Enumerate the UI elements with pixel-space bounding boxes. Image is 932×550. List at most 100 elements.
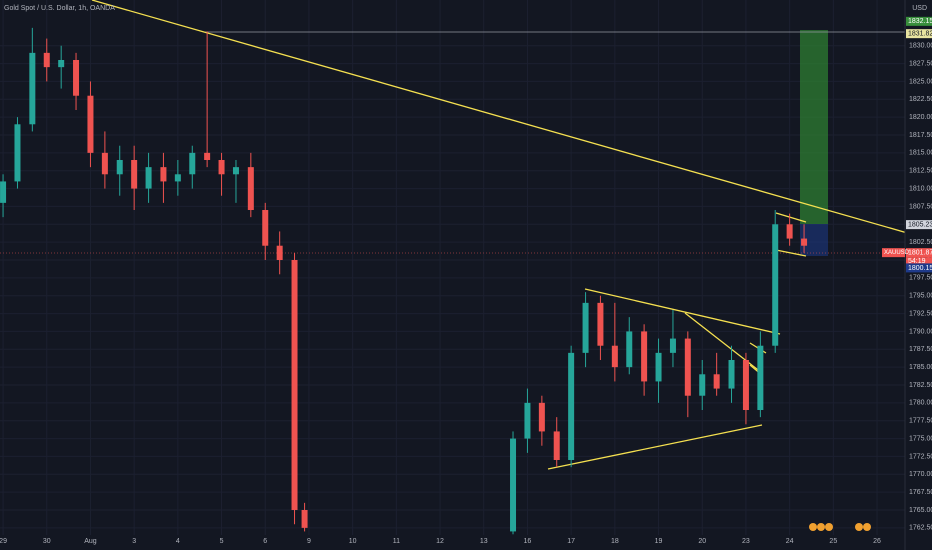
y-tick-label: 1772.500	[909, 453, 932, 460]
candle-body	[786, 224, 793, 239]
candles	[0, 27, 808, 535]
x-tick-label: 23	[742, 538, 750, 545]
candle-body	[611, 345, 618, 368]
y-tick-label: 1762.500	[909, 525, 932, 532]
trend-line	[684, 312, 763, 374]
trend-line	[584, 288, 781, 335]
y-tick-label: 1807.500	[909, 203, 932, 210]
candle-body	[524, 402, 531, 439]
x-tick-label: 11	[393, 538, 400, 545]
candle-body	[131, 160, 138, 189]
candle-body	[87, 95, 94, 153]
candle-body	[568, 352, 575, 460]
y-tick-label: 1785.000	[909, 364, 932, 371]
candle-body	[262, 210, 269, 246]
y-tick-label: 1775.000	[909, 435, 932, 442]
candle-body	[772, 224, 779, 346]
candle-body	[58, 60, 65, 68]
event-icon	[825, 523, 833, 531]
y-tick-label: 1815.000	[909, 150, 932, 157]
event-icon	[863, 523, 871, 531]
candle-body	[247, 167, 254, 210]
candle-body	[189, 152, 196, 175]
y-tick-label: 1822.500	[909, 96, 932, 103]
x-tick-label: 12	[436, 538, 444, 545]
x-tick-label: 17	[567, 538, 575, 545]
y-tick-label: 1830.000	[909, 43, 932, 50]
y-tick-label: 1787.500	[909, 346, 932, 353]
drawings	[0, 0, 905, 470]
grid	[0, 0, 905, 535]
x-tick-label: 18	[611, 538, 619, 545]
candle-body	[218, 160, 225, 175]
x-tick-label: 30	[43, 538, 51, 545]
symbol-label: XAUUSD	[884, 250, 910, 256]
candle-body	[14, 124, 21, 182]
x-tick-label: 13	[480, 538, 488, 545]
flag-line	[775, 249, 807, 257]
price-label-box	[906, 16, 932, 26]
candle-body	[669, 338, 676, 353]
candle-body	[232, 167, 239, 175]
candle-body	[204, 152, 211, 160]
y-tick-label: 1770.000	[909, 471, 932, 478]
price-label: 1831.827	[908, 31, 932, 38]
x-tick-label: 5	[220, 538, 224, 545]
candle-body	[174, 174, 181, 182]
price-label-box	[906, 263, 932, 273]
x-tick-label: 6	[263, 538, 267, 545]
x-tick-label: 4	[176, 538, 180, 545]
y-tick-label: 1812.500	[909, 168, 932, 175]
chart-title: Gold Spot / U.S. Dollar, 1h, OANDA	[4, 5, 115, 12]
price-label-box	[906, 248, 932, 258]
event-icons	[809, 523, 871, 531]
currency: USD	[912, 5, 927, 12]
candle-body	[801, 238, 808, 246]
y-tick-label: 1765.000	[909, 507, 932, 514]
candle-body	[291, 260, 298, 510]
y-tick-label: 1810.000	[909, 185, 932, 192]
candle-body	[699, 374, 706, 396]
candle-body	[145, 167, 152, 189]
x-tick-label: 26	[873, 538, 881, 545]
price-label: 1832.150	[908, 18, 932, 25]
candle-body	[553, 431, 560, 460]
candle-body	[43, 52, 50, 68]
axes: 1762.500 1765.000 1767.500 1770.000 1772.500…	[0, 16, 932, 545]
x-tick-label: 3	[132, 538, 136, 545]
candle-body	[641, 331, 648, 382]
candle-body	[728, 360, 735, 389]
event-icon	[855, 523, 863, 531]
price-label: 1801.870	[908, 249, 932, 256]
x-tick-label: 9	[307, 538, 311, 545]
candle-body	[597, 302, 604, 346]
countdown: 54:19	[908, 258, 926, 265]
x-tick-label: 20	[698, 538, 706, 545]
x-tick-label: 29	[0, 538, 7, 545]
price-label: 1805.232	[908, 221, 932, 228]
candle-body	[29, 52, 36, 125]
x-tick-label: 25	[829, 538, 837, 545]
symbol-box	[882, 248, 905, 258]
y-tick-label: 1767.500	[909, 489, 932, 496]
y-tick-label: 1782.500	[909, 382, 932, 389]
y-tick-label: 1797.500	[909, 275, 932, 282]
x-tick-label: 16	[524, 538, 532, 545]
candle-body	[510, 438, 517, 532]
price-label-box	[906, 29, 932, 39]
candle-body	[757, 345, 764, 410]
trend-line	[91, 0, 905, 233]
y-tick-label: 1792.500	[909, 310, 932, 317]
candle-body	[626, 331, 633, 368]
countdown-box	[906, 257, 932, 266]
price-label: 1800.153	[908, 265, 932, 272]
candle-body	[116, 160, 123, 175]
y-tick-label: 1795.000	[909, 293, 932, 300]
y-tick-label: 1817.500	[909, 132, 932, 139]
y-tick-label: 1827.500	[909, 60, 932, 67]
x-tick-label: Aug	[84, 538, 97, 545]
candle-body	[301, 510, 308, 528]
candle-body	[655, 352, 662, 382]
